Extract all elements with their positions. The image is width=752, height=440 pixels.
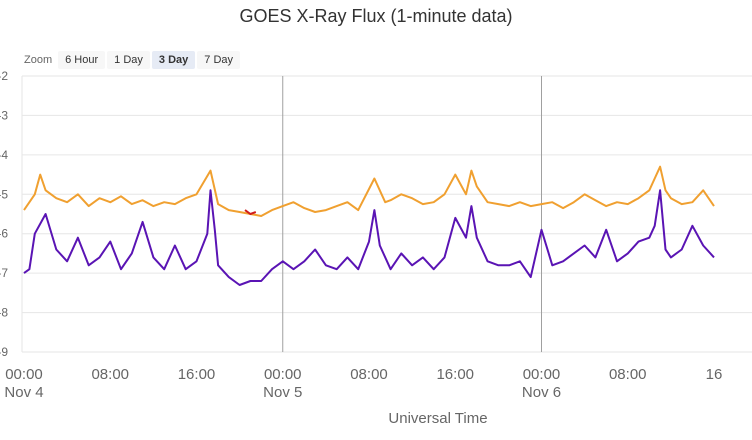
zoom-bar: Zoom 6 Hour 1 Day 3 Day 7 Day (24, 50, 242, 70)
y-tick-label: -8 (0, 306, 8, 320)
y-tick-label: -4 (0, 148, 8, 162)
x-tick-date-label: Nov 5 (263, 384, 302, 401)
x-axis-title: Universal Time (388, 410, 487, 427)
x-tick-label: 16:00 (178, 366, 216, 383)
x-tick-label: 16:00 (436, 366, 474, 383)
y-tick-label: -6 (0, 227, 8, 241)
y-tick-label: -7 (0, 266, 8, 280)
y-tick-label: -3 (0, 108, 8, 122)
flare-highlight-segment (244, 209, 257, 216)
x-tick-label: 00:00 (523, 366, 561, 383)
x-tick-date-label: Nov 4 (4, 384, 43, 401)
x-tick-date-label: Nov 6 (522, 384, 561, 401)
zoom-label: Zoom (24, 54, 53, 66)
y-tick-label: -9 (0, 345, 8, 359)
y-tick-label: -5 (0, 187, 8, 201)
x-tick-label: 08:00 (91, 366, 129, 383)
x-tick-label: 16 (706, 366, 723, 383)
series-line-2 (23, 189, 715, 286)
zoom-6-hour-button[interactable]: 6 Hour (58, 51, 106, 69)
x-tick-label: 08:00 (609, 366, 647, 383)
zoom-7-day-button[interactable]: 7 Day (197, 51, 241, 69)
x-tick-label: 08:00 (350, 366, 388, 383)
y-tick-label: -2 (0, 69, 8, 83)
chart-title: GOES X-Ray Flux (1-minute data) (239, 6, 513, 26)
x-tick-label: 00:00 (5, 366, 43, 383)
zoom-3-day-button[interactable]: 3 Day (151, 51, 196, 69)
x-tick-label: 00:00 (264, 366, 302, 383)
zoom-1-day-button[interactable]: 1 Day (107, 51, 150, 69)
series-line-1 (23, 165, 715, 217)
